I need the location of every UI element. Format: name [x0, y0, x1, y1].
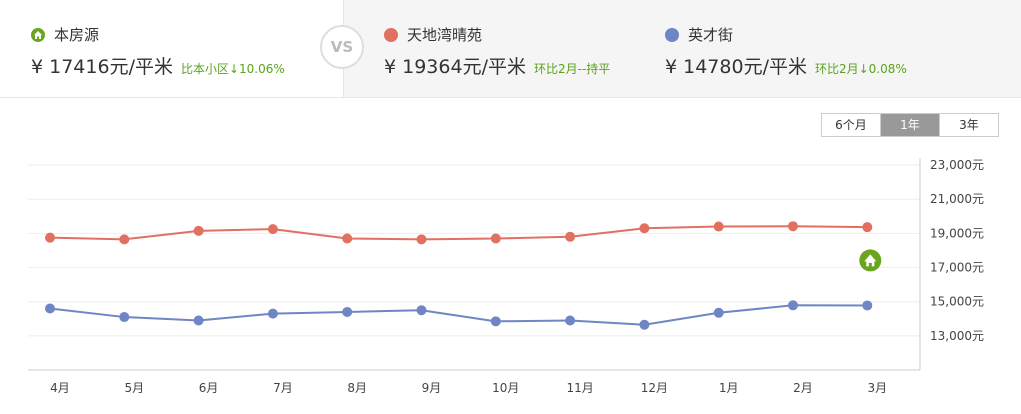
data-point-series-1: [193, 225, 204, 236]
x-tick-label: 4月: [50, 381, 70, 395]
x-tick-label: 2月: [793, 381, 813, 395]
data-point-series-1: [416, 234, 427, 245]
y-tick-label: 17,000元: [930, 261, 984, 275]
data-point-series-2: [416, 305, 427, 316]
data-point-series-1: [490, 233, 501, 244]
x-tick-label: 10月: [492, 381, 519, 395]
data-point-series-1: [565, 231, 576, 242]
range-selector: 6个月 1年 3年: [821, 113, 999, 137]
x-tick-label: 9月: [422, 381, 442, 395]
compare-item-compare-2: 环比2月↓0.08%: [814, 62, 907, 76]
data-point-series-2: [45, 303, 55, 314]
x-tick-label: 6月: [199, 381, 219, 395]
x-tick-label: 11月: [566, 381, 593, 395]
data-point-series-1: [119, 234, 130, 245]
own-property-price-row: ¥ 17416元/平米 比本小区↓10.06%: [31, 52, 285, 79]
compare-item-name-2: 英才街: [688, 26, 734, 44]
data-point-series-2: [639, 319, 650, 330]
own-property-compare: 比本小区↓10.06%: [180, 62, 285, 76]
y-tick-label: 15,000元: [930, 295, 984, 309]
x-tick-label: 1月: [719, 381, 739, 395]
data-point-series-2: [788, 300, 798, 311]
own-property-name: 本房源: [54, 26, 100, 44]
compare-item-price-1: ¥ 19364元/平米: [384, 56, 526, 78]
range-6-months-button[interactable]: 6个月: [822, 114, 880, 136]
vs-badge: VS: [320, 25, 364, 69]
own-property-label: 本房源: [31, 24, 99, 45]
data-point-series-1: [788, 221, 798, 232]
home-icon-glyph: [864, 254, 877, 267]
data-point-series-1: [342, 233, 353, 244]
series-line-1: [49, 225, 868, 241]
data-point-series-2: [342, 306, 353, 317]
x-tick-label: 12月: [641, 381, 668, 395]
range-3-years-button[interactable]: 3年: [939, 114, 998, 136]
data-point-series-2: [862, 300, 873, 311]
own-property-price: ¥ 17416元/平米: [31, 56, 173, 78]
compare-item-label-2: 英才街: [665, 24, 733, 45]
data-point-series-2: [193, 315, 204, 326]
x-tick-label: 8月: [347, 381, 367, 395]
compare-item-price-row-2: ¥ 14780元/平米 环比2月↓0.08%: [665, 52, 907, 79]
y-tick-label: 13,000元: [930, 329, 984, 343]
series-line-2: [49, 304, 868, 326]
data-point-series-2: [267, 308, 278, 319]
data-point-series-1: [45, 232, 55, 243]
data-point-series-2: [119, 312, 130, 323]
data-point-series-1: [267, 224, 278, 235]
data-point-series-1: [713, 221, 724, 232]
compare-panel: [344, 0, 1021, 97]
y-tick-label: 23,000元: [930, 158, 984, 172]
comparison-header: 本房源 ¥ 17416元/平米 比本小区↓10.06% VS 天地湾晴苑 ¥ 19…: [0, 0, 1021, 98]
data-point-series-2: [565, 315, 576, 326]
data-point-series-2: [490, 316, 501, 327]
home-icon: [31, 27, 45, 42]
data-point-series-1: [639, 223, 650, 234]
x-tick-label: 5月: [124, 381, 144, 395]
red-dot-icon: [384, 27, 398, 42]
compare-item-price-row-1: ¥ 19364元/平米 环比2月--持平: [384, 52, 610, 79]
data-point-series-1: [862, 222, 873, 233]
own-property-panel: 本房源 ¥ 17416元/平米 比本小区↓10.06%: [8, 0, 344, 97]
compare-item-name-1: 天地湾晴苑: [407, 26, 483, 44]
y-tick-label: 21,000元: [930, 192, 984, 206]
compare-item-compare-1: 环比2月--持平: [533, 62, 611, 76]
compare-item-label-1: 天地湾晴苑: [384, 24, 482, 45]
y-tick-label: 19,000元: [930, 226, 984, 240]
x-tick-label: 7月: [273, 381, 293, 395]
x-tick-label: 3月: [867, 381, 887, 395]
compare-item-price-2: ¥ 14780元/平米: [665, 56, 807, 78]
range-1-year-button[interactable]: 1年: [880, 114, 939, 136]
blue-dot-icon: [665, 27, 679, 42]
data-point-series-2: [713, 307, 724, 318]
